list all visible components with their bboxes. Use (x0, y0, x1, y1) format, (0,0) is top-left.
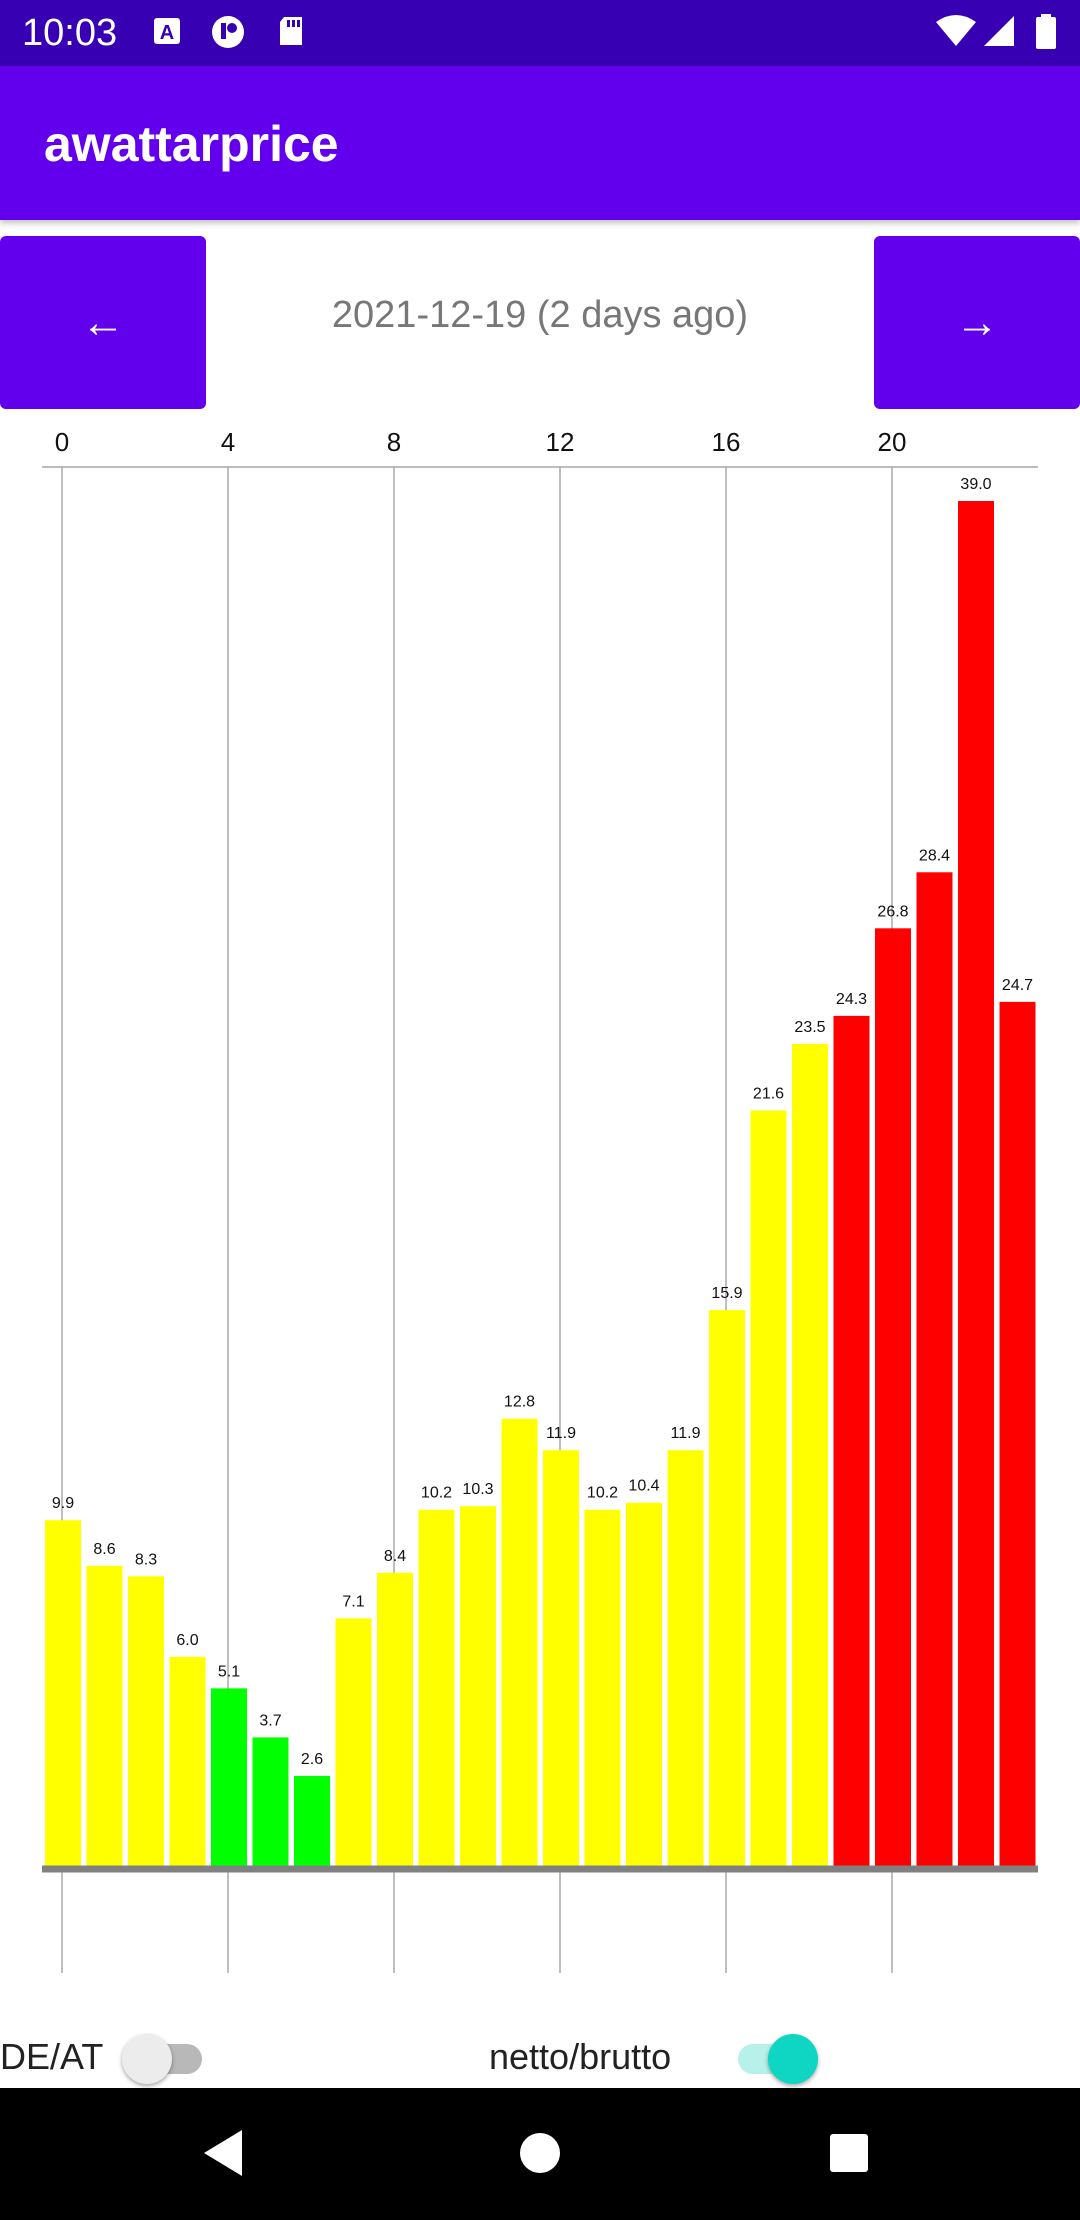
app-bar: awattarprice (0, 66, 1080, 220)
region-switch-thumb (122, 2034, 172, 2084)
bar-hour-3 (169, 1656, 206, 1867)
tax-switch-thumb (768, 2034, 818, 2084)
bar-value-label-15: 11.9 (671, 1425, 701, 1442)
tax-label: netto/brutto (489, 2036, 672, 2077)
bar-hour-23 (999, 1001, 1036, 1867)
bar-value-label-1: 8.6 (93, 1541, 115, 1558)
bar-hour-10 (460, 1506, 496, 1867)
bar-value-label-2: 8.3 (135, 1551, 157, 1568)
bar-value-label-8: 8.4 (384, 1548, 406, 1565)
bar-hour-20 (875, 928, 911, 1867)
bar-hour-6 (294, 1775, 330, 1867)
bar-hour-19 (833, 1015, 870, 1867)
bar-value-label-10: 10.3 (462, 1481, 493, 1498)
bar-hour-22 (958, 501, 994, 1867)
bar-value-label-13: 10.2 (587, 1485, 618, 1502)
bar-value-label-12: 11.9 (546, 1425, 576, 1442)
bar-value-label-18: 23.5 (794, 1019, 825, 1036)
tax-switch[interactable] (732, 2034, 818, 2084)
bar-value-label-5: 3.7 (259, 1712, 281, 1729)
bar-value-label-20: 26.8 (877, 903, 908, 920)
status-bar: 10:03 A (0, 0, 1080, 66)
region-switch[interactable] (122, 2034, 208, 2084)
bar-value-label-21: 28.4 (919, 847, 950, 864)
bar-value-label-16: 15.9 (711, 1285, 742, 1302)
sd-card-icon (274, 14, 308, 48)
hour-tick-0: 0 (55, 427, 69, 457)
hour-tick-12: 12 (546, 427, 575, 457)
bar-value-label-6: 2.6 (301, 1751, 323, 1768)
bar-hour-4 (211, 1688, 247, 1867)
bar-value-label-17: 21.6 (753, 1085, 784, 1102)
bar-hour-9 (418, 1509, 455, 1867)
back-icon[interactable] (200, 2128, 244, 2183)
wifi-icon (934, 14, 978, 48)
app-title: awattarprice (44, 116, 339, 172)
svg-text:A: A (160, 22, 174, 44)
status-time: 10:03 (22, 12, 118, 54)
bar-hour-5 (252, 1737, 289, 1867)
bar-hour-1 (86, 1565, 123, 1867)
bar-hour-21 (916, 872, 953, 1867)
system-nav-bar (0, 2088, 1080, 2220)
battery-icon (1034, 14, 1058, 49)
home-icon[interactable] (518, 2131, 562, 2180)
bar-value-label-0: 9.9 (52, 1495, 74, 1512)
bar-hour-18 (792, 1043, 828, 1867)
date-label: 2021-12-19 (2 days ago) (331, 294, 749, 336)
app-icon (210, 14, 244, 48)
bar-value-label-4: 5.1 (218, 1663, 240, 1680)
hour-tick-20: 20 (878, 427, 907, 457)
bar-hour-8 (377, 1572, 413, 1867)
bottom-controls: DE/AT netto/brutto (0, 2015, 1080, 2085)
bar-value-label-23: 24.7 (1002, 977, 1033, 994)
previous-day-button[interactable]: ← (0, 236, 206, 409)
bar-hour-11 (501, 1418, 538, 1867)
signal-icon (982, 14, 1016, 48)
hour-tick-8: 8 (387, 427, 401, 457)
hour-tick-16: 16 (712, 427, 741, 457)
bar-hour-15 (667, 1450, 704, 1867)
bar-hour-17 (750, 1110, 787, 1867)
bar-hour-13 (584, 1509, 621, 1867)
next-day-button[interactable]: → (874, 236, 1080, 409)
bar-value-label-7: 7.1 (342, 1593, 364, 1610)
a11y-icon: A (150, 14, 184, 48)
bar-value-label-3: 6.0 (176, 1632, 198, 1649)
bar-value-label-19: 24.3 (836, 991, 867, 1008)
bar-hour-16 (709, 1310, 745, 1867)
bar-hour-2 (128, 1576, 164, 1867)
region-label: DE/AT (0, 2036, 104, 2077)
recents-icon[interactable] (829, 2133, 869, 2178)
bar-hour-14 (626, 1502, 662, 1867)
bar-value-label-9: 10.2 (421, 1485, 452, 1502)
bar-value-label-22: 39.0 (960, 476, 991, 493)
bar-value-label-14: 10.4 (628, 1478, 659, 1495)
bar-hour-7 (335, 1618, 372, 1867)
price-chart: 0 4 8 12 16 20 9.9 8.6 8.3 6.0 5.1 3.7 2.6 7.1 8.4 10.2… (42, 427, 1038, 1973)
hour-tick-4: 4 (221, 427, 235, 457)
bar-value-label-11: 12.8 (504, 1394, 535, 1411)
bar-hour-0 (45, 1520, 81, 1867)
bar-hour-12 (543, 1450, 579, 1867)
